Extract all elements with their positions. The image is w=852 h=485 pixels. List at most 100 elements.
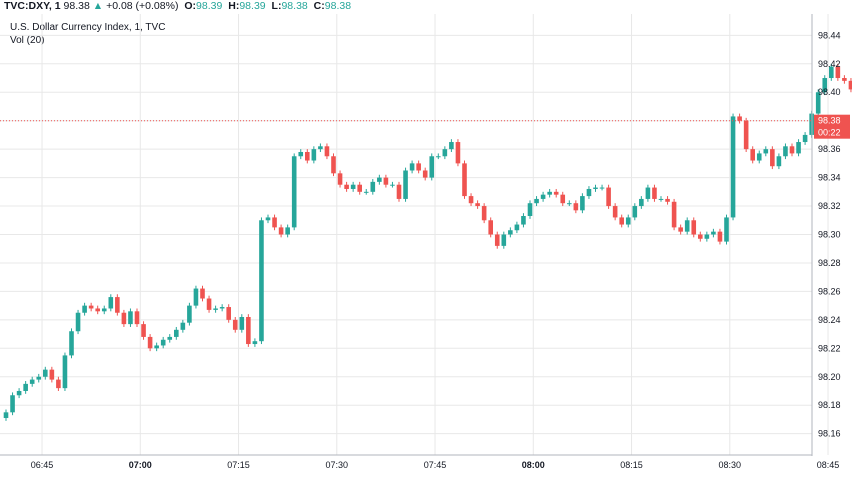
close-label: C: xyxy=(313,0,325,12)
candle-body xyxy=(43,369,48,377)
price-axis[interactable]: 98.16 98.18 98.20 98.22 98.24 98.26 98.28 98.30… xyxy=(818,30,841,438)
candle-body xyxy=(128,311,133,325)
time-tick-label: 07:00 xyxy=(129,460,152,470)
candle xyxy=(743,117,749,152)
candle-body xyxy=(612,206,618,218)
candle-body xyxy=(56,379,61,389)
candle xyxy=(49,366,55,383)
candle-body xyxy=(540,194,546,199)
candle xyxy=(599,184,605,191)
candle-body xyxy=(481,206,487,221)
low-label: L: xyxy=(271,0,282,12)
candle xyxy=(62,352,68,391)
candle xyxy=(698,231,703,242)
candle xyxy=(645,184,651,202)
candle-body xyxy=(259,220,264,342)
candle xyxy=(101,305,107,315)
candle xyxy=(848,78,852,93)
candle-body xyxy=(318,146,323,150)
price-tick-label: 98.44 xyxy=(818,30,841,40)
candle xyxy=(377,174,382,185)
candle xyxy=(717,228,723,245)
candle xyxy=(442,146,448,160)
candle-body xyxy=(390,184,395,186)
price-tick-label: 98.42 xyxy=(818,59,841,69)
candle xyxy=(540,191,546,202)
candle xyxy=(481,203,487,224)
candle-body xyxy=(121,312,127,325)
change-arrow-icon: ▲ xyxy=(92,0,104,12)
candle xyxy=(36,373,42,383)
candle xyxy=(684,217,690,235)
candle xyxy=(527,200,533,219)
candle-body xyxy=(770,149,775,167)
candle-body xyxy=(842,78,847,81)
chart-title: U.S. Dollar Currency Index, 1, TVC xyxy=(10,22,166,33)
candle-body xyxy=(167,336,173,340)
time-tick-label: 07:45 xyxy=(424,460,447,470)
candle-body xyxy=(521,216,526,225)
candle xyxy=(783,143,788,160)
candle-body xyxy=(272,217,277,228)
chart-legend: U.S. Dollar Currency Index, 1, TVC Vol (… xyxy=(10,21,165,47)
candle-body xyxy=(724,217,729,242)
candle xyxy=(265,214,271,224)
candle xyxy=(770,146,775,170)
volume-indicator-label[interactable]: Vol (20) xyxy=(10,35,45,46)
candle-body xyxy=(573,203,579,211)
candle xyxy=(704,231,710,242)
time-tick-label: 08:30 xyxy=(719,460,742,470)
candle xyxy=(409,160,415,174)
candle xyxy=(252,338,258,347)
candle xyxy=(298,149,304,160)
candle-body xyxy=(684,220,690,232)
candle xyxy=(134,308,140,327)
candle xyxy=(285,224,290,238)
candle-body xyxy=(285,227,290,235)
candle xyxy=(606,184,611,209)
candle xyxy=(318,143,323,152)
candle xyxy=(449,139,454,152)
candle xyxy=(363,188,369,195)
candle-body xyxy=(436,156,441,158)
candle-body xyxy=(246,317,251,345)
candle xyxy=(455,139,461,167)
candle-body xyxy=(160,339,166,346)
candle xyxy=(488,217,493,238)
open-value: 98.39 xyxy=(196,0,223,12)
candle xyxy=(416,160,421,174)
candle-body xyxy=(586,188,592,197)
candle-body xyxy=(416,163,421,171)
candle-body xyxy=(488,220,493,235)
price-chart[interactable]: 98.16 98.18 98.20 98.22 98.24 98.26 98.28 98.30… xyxy=(0,14,852,485)
candle-body xyxy=(475,203,480,207)
candle-body xyxy=(829,66,834,79)
candle xyxy=(619,214,624,228)
candle xyxy=(213,305,218,313)
candle-body xyxy=(200,288,205,299)
price-tick-label: 98.34 xyxy=(818,173,841,183)
candle xyxy=(468,193,474,207)
candle-body xyxy=(717,231,723,242)
price-tick-label: 98.32 xyxy=(818,201,841,211)
candle-body xyxy=(147,336,153,349)
candle xyxy=(278,224,284,238)
symbol-header: TVC:DXY, 1 98.38 ▲ +0.08 (+0.08%) O:98.3… xyxy=(4,0,351,14)
time-axis[interactable]: 06:45 07:00 07:15 07:30 07:45 08:00 08:15 08:30… xyxy=(31,460,852,470)
candle xyxy=(665,196,670,205)
price-tick-label: 98.16 xyxy=(818,429,841,439)
candle-body xyxy=(174,329,179,337)
price-tick-label: 98.30 xyxy=(818,230,841,240)
candle-body xyxy=(141,324,146,337)
candle xyxy=(553,188,559,198)
candle xyxy=(272,214,277,231)
candle xyxy=(724,214,729,245)
candle xyxy=(508,227,513,238)
candle-body xyxy=(658,198,664,200)
candle xyxy=(756,150,762,164)
candle-body xyxy=(468,196,474,204)
time-tick-label: 07:30 xyxy=(326,460,349,470)
candle xyxy=(494,231,500,249)
candle xyxy=(16,388,22,399)
candle-body xyxy=(508,230,513,235)
